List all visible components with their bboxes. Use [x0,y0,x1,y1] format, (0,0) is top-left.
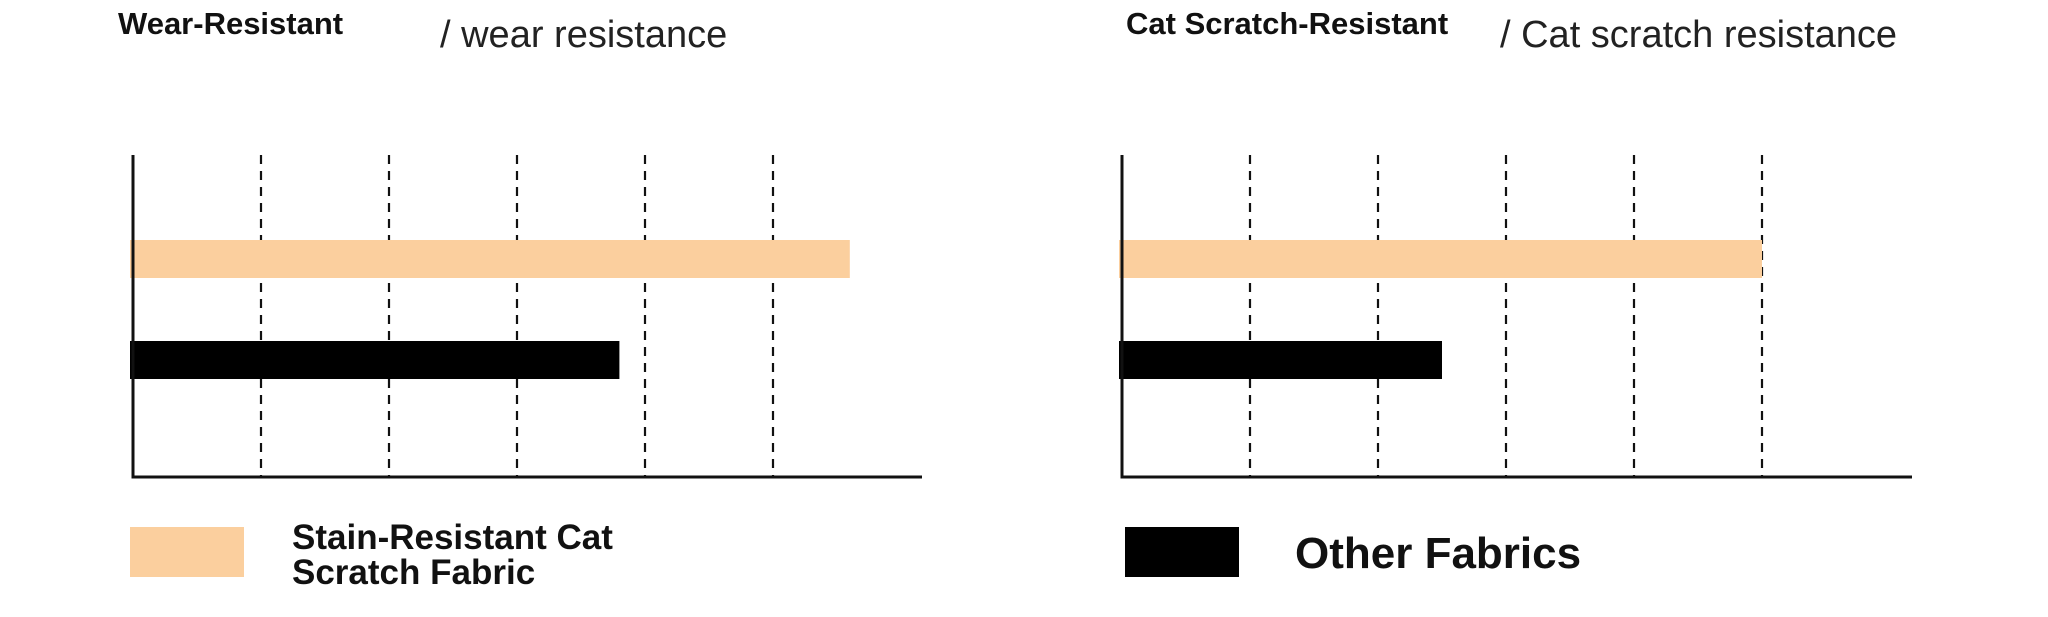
chart-2-subtitle: / Cat scratch resistance [1500,14,1898,56]
legend-swatch-other [1125,527,1239,577]
chart-1-title: Wear-Resistant [118,6,344,41]
chart-1-subtitle: / wear resistance [440,14,728,56]
legend-label-fabric-line1: Stain-Resistant Cat [292,518,613,557]
legend-swatch-fabric [130,527,244,577]
legend-label-fabric-line2: Scratch Fabric [292,553,536,592]
chart-2-bar-other [1119,341,1442,379]
chart-2-title: Cat Scratch-Resistant [1126,6,1449,41]
legend-label-fabric: Stain-Resistant Cat Scratch Fabric [292,520,613,590]
legend-label-other: Other Fabrics [1295,529,1582,578]
chart-1-bar-fabric [130,240,850,278]
chart-2-bar-fabric [1119,240,1762,278]
chart-1-bar-other [130,341,620,379]
